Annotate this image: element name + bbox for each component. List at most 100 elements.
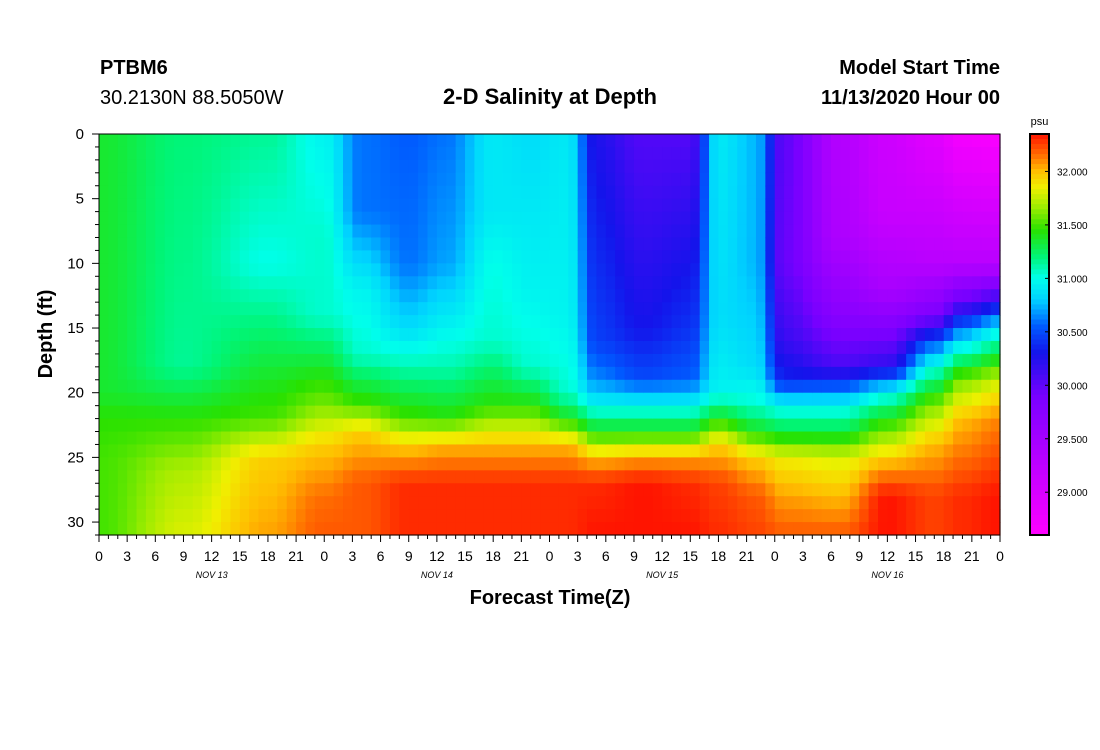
heatmap-cell — [558, 328, 569, 342]
heatmap-cell — [549, 276, 560, 290]
colorbar-segment — [1030, 494, 1049, 501]
heatmap-cell — [521, 289, 532, 303]
heatmap-cell — [943, 289, 954, 303]
heatmap-cell — [662, 328, 673, 342]
heatmap-cell — [108, 379, 119, 394]
heatmap-cell — [296, 172, 307, 187]
heatmap-cell — [530, 185, 541, 200]
heatmap-cell — [164, 431, 175, 446]
heatmap-cell — [896, 353, 907, 368]
heatmap-cell — [174, 470, 185, 484]
heatmap-cell — [727, 366, 738, 381]
heatmap-cell — [596, 418, 607, 433]
heatmap-cell — [521, 431, 532, 446]
heatmap-cell — [267, 134, 278, 148]
heatmap-cell — [249, 237, 260, 252]
heatmap-cell — [680, 457, 691, 471]
heatmap-cell — [971, 522, 982, 536]
heatmap-cell — [831, 328, 842, 342]
x-tick-label: 3 — [123, 548, 131, 564]
heatmap-cell — [408, 276, 419, 290]
y-tick-label: 20 — [67, 385, 84, 402]
heatmap-cell — [558, 185, 569, 200]
heatmap-cell — [652, 250, 663, 264]
heatmap-cell — [305, 366, 316, 381]
colorbar-segment — [1030, 229, 1049, 235]
heatmap-cell — [324, 457, 335, 471]
colorbar-tick-label: 31.500 — [1057, 221, 1088, 232]
heatmap-cell — [615, 457, 626, 471]
heatmap-cell — [211, 328, 222, 342]
heatmap-cell — [267, 146, 278, 161]
heatmap-cell — [540, 328, 551, 342]
y-tick-label: 10 — [67, 255, 84, 272]
heatmap-cell — [277, 185, 288, 200]
heatmap-cell — [774, 496, 785, 510]
heatmap-cell — [558, 470, 569, 484]
heatmap-cell — [389, 340, 400, 355]
heatmap-cell — [174, 172, 185, 187]
heatmap-cell — [643, 289, 654, 303]
heatmap-cell — [333, 185, 344, 200]
heatmap-cell — [577, 509, 588, 523]
heatmap-cell — [446, 444, 457, 458]
y-tick-label: 30 — [67, 514, 84, 531]
heatmap-cell — [718, 328, 729, 342]
heatmap-cell — [587, 159, 598, 174]
heatmap-cell — [943, 263, 954, 277]
heatmap-cell — [906, 392, 917, 407]
heatmap-cell — [99, 159, 109, 174]
heatmap-cell — [117, 159, 128, 174]
heatmap-cell — [587, 211, 598, 226]
heatmap-cell — [324, 315, 335, 329]
heatmap-cell — [267, 522, 278, 536]
heatmap-cell — [868, 263, 879, 277]
heatmap-cell — [962, 509, 973, 523]
heatmap-cell — [174, 418, 185, 433]
heatmap-cell — [249, 431, 260, 446]
x-tick-label: 21 — [964, 548, 980, 564]
heatmap-cell — [333, 353, 344, 368]
heatmap-cell — [633, 276, 644, 290]
heatmap-cell — [333, 366, 344, 381]
heatmap-cell — [662, 302, 673, 316]
heatmap-cell — [258, 328, 269, 342]
heatmap-cell — [530, 405, 541, 420]
heatmap-cell — [680, 496, 691, 510]
heatmap-cell — [596, 405, 607, 420]
heatmap-cell — [465, 198, 476, 213]
heatmap-cell — [389, 392, 400, 407]
heatmap-cell — [633, 211, 644, 226]
heatmap-cell — [446, 405, 457, 420]
heatmap-cell — [136, 340, 147, 355]
heatmap-cell — [746, 457, 757, 471]
heatmap-cell — [633, 198, 644, 213]
heatmap-cell — [352, 418, 363, 433]
heatmap-cell — [971, 211, 982, 226]
heatmap-cell — [981, 431, 992, 446]
heatmap-cell — [99, 444, 109, 458]
heatmap-cell — [286, 276, 297, 290]
heatmap-cell — [455, 509, 466, 523]
heatmap-cell — [286, 185, 297, 200]
heatmap-cell — [230, 405, 241, 420]
heatmap-cell — [380, 250, 391, 264]
heatmap-cell — [221, 392, 231, 407]
heatmap-cell — [230, 211, 241, 226]
heatmap-cell — [671, 353, 682, 368]
heatmap-cell — [249, 418, 260, 433]
heatmap-cell — [690, 263, 701, 277]
heatmap-cell — [924, 250, 935, 264]
colorbar-segment — [1030, 499, 1049, 506]
heatmap-cell — [164, 185, 175, 200]
heatmap-cell — [530, 172, 541, 187]
heatmap-cell — [587, 418, 598, 433]
heatmap-cell — [577, 418, 588, 433]
heatmap-cell — [633, 392, 644, 407]
heatmap-cell — [343, 444, 354, 458]
heatmap-cell — [286, 522, 297, 536]
heatmap-cell — [286, 340, 297, 355]
heatmap-cell — [455, 289, 466, 303]
heatmap-cell — [774, 134, 785, 148]
heatmap-cell — [202, 483, 213, 497]
